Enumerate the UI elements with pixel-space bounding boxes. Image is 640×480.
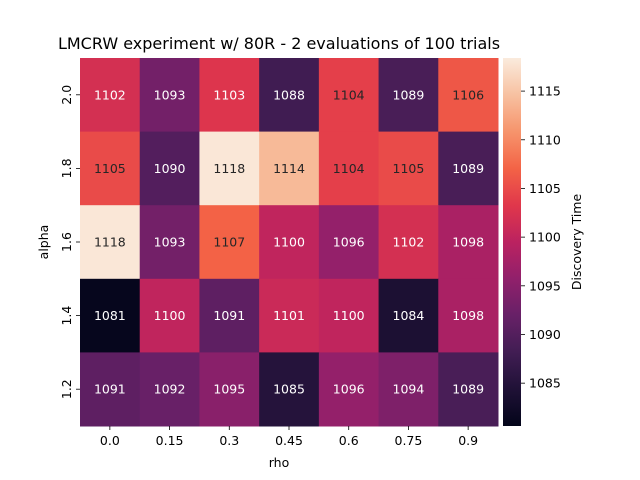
colorbar-ticks: 1085 1090 1095 1100 1105 1110 1115 <box>521 84 561 391</box>
cell-value-label: 1104 <box>333 161 365 176</box>
heatmap-cell <box>378 278 439 353</box>
cell-value-label: 1105 <box>94 161 126 176</box>
cell-value-label: 1103 <box>213 87 245 102</box>
colorbar <box>503 58 521 426</box>
heatmap-cell <box>318 58 380 133</box>
cell-value-label: 1102 <box>94 87 126 102</box>
cell-value-label: 1094 <box>393 382 425 397</box>
cell-value-label: 1096 <box>333 382 365 397</box>
cell-value-label: 1105 <box>393 161 425 176</box>
cell-value-label: 1100 <box>154 308 186 323</box>
colorbar-tick-label: 1100 <box>529 230 561 245</box>
colorbar-tick-label: 1110 <box>529 132 561 147</box>
cell-value-label: 1089 <box>452 161 484 176</box>
x-axis: 0.0 0.15 0.3 0.45 0.6 0.75 0.9 <box>100 426 478 448</box>
heatmap-cell <box>438 58 499 133</box>
cell-value-label: 1090 <box>154 161 186 176</box>
heatmap-cell <box>259 278 320 353</box>
x-axis-label: rho <box>269 455 290 470</box>
y-axis: 2.0 1.8 1.6 1.4 1.2 <box>59 85 80 399</box>
heatmap-cell <box>438 205 499 280</box>
cell-value-label: 1093 <box>154 235 186 250</box>
heatmap-cell <box>318 131 380 206</box>
heatmap-cell <box>318 352 380 427</box>
cell-value-label: 1100 <box>273 235 305 250</box>
colorbar-tick-label: 1115 <box>529 84 561 99</box>
chart-title: LMCRW experiment w/ 80R - 2 evaluations … <box>58 34 500 53</box>
cell-value-label: 1118 <box>94 235 126 250</box>
cell-value-label: 1085 <box>273 382 305 397</box>
cell-value-label: 1092 <box>154 382 186 397</box>
heatmap-cell <box>139 278 200 353</box>
heatmap-cell <box>199 278 260 353</box>
heatmap-cell <box>199 352 260 427</box>
heatmap-cell <box>259 131 320 206</box>
cell-value-label: 1081 <box>94 308 126 323</box>
heatmap-cell <box>80 131 141 206</box>
cell-value-label: 1096 <box>333 235 365 250</box>
cell-value-label: 1093 <box>154 87 186 102</box>
y-tick-label: 1.8 <box>59 158 74 178</box>
x-tick-label: 0.9 <box>458 433 478 448</box>
cell-value-label: 1088 <box>273 87 305 102</box>
heatmap-cells: 1102 1093 1103 1088 1104 1089 1106 1105 1090 1118… <box>80 58 499 427</box>
colorbar-label: Discovery Time <box>569 194 584 291</box>
x-tick-label: 0.75 <box>395 433 423 448</box>
heatmap-cell <box>139 352 200 427</box>
cell-value-label: 1104 <box>333 87 365 102</box>
heatmap-cell <box>438 352 499 427</box>
heatmap-cell <box>378 131 439 206</box>
cell-value-label: 1084 <box>393 308 425 323</box>
heatmap-cell <box>438 278 499 353</box>
x-tick-label: 0.6 <box>339 433 359 448</box>
y-tick-label: 1.4 <box>59 306 74 326</box>
cell-value-label: 1118 <box>213 161 245 176</box>
heatmap-cell <box>259 352 320 427</box>
heatmap-cell <box>199 58 260 133</box>
cell-value-label: 1107 <box>213 235 245 250</box>
heatmap-cell <box>139 205 200 280</box>
x-tick-label: 0.3 <box>219 433 239 448</box>
heatmap-cell <box>80 205 141 280</box>
heatmap-cell <box>318 205 380 280</box>
cell-value-label: 1100 <box>333 308 365 323</box>
heatmap-cell <box>259 205 320 280</box>
heatmap-cell <box>199 131 260 206</box>
heatmap-cell <box>139 58 200 133</box>
y-tick-label: 1.2 <box>59 379 74 399</box>
cell-value-label: 1091 <box>94 382 126 397</box>
heatmap-cell <box>259 58 320 133</box>
cell-value-label: 1101 <box>273 308 305 323</box>
heatmap-cell <box>378 352 439 427</box>
y-axis-label: alpha <box>36 225 51 260</box>
heatmap-cell <box>438 131 499 206</box>
heatmap-cell <box>80 352 141 427</box>
x-tick-label: 0.0 <box>100 433 120 448</box>
cell-value-label: 1114 <box>273 161 305 176</box>
colorbar-tick-label: 1085 <box>529 376 561 391</box>
colorbar-tick-label: 1090 <box>529 327 561 342</box>
heatmap-cell <box>378 205 439 280</box>
heatmap-cell <box>199 205 260 280</box>
cell-value-label: 1091 <box>213 308 245 323</box>
cell-value-label: 1102 <box>393 235 425 250</box>
x-tick-label: 0.45 <box>275 433 303 448</box>
heatmap-cell <box>80 58 141 133</box>
cell-value-label: 1098 <box>452 235 484 250</box>
cell-value-label: 1089 <box>393 87 425 102</box>
y-tick-label: 1.6 <box>59 232 74 252</box>
cell-value-label: 1095 <box>213 382 245 397</box>
cell-value-label: 1106 <box>452 87 484 102</box>
x-tick-label: 0.15 <box>156 433 184 448</box>
cell-value-label: 1098 <box>452 308 484 323</box>
cell-value-label: 1089 <box>452 382 484 397</box>
colorbar-tick-label: 1095 <box>529 278 561 293</box>
heatmap-cell <box>139 131 200 206</box>
heatmap-cell <box>378 58 439 133</box>
heatmap-cell <box>80 278 141 353</box>
colorbar-tick-label: 1105 <box>529 181 561 196</box>
y-tick-label: 2.0 <box>59 85 74 105</box>
heatmap-cell <box>318 278 380 353</box>
